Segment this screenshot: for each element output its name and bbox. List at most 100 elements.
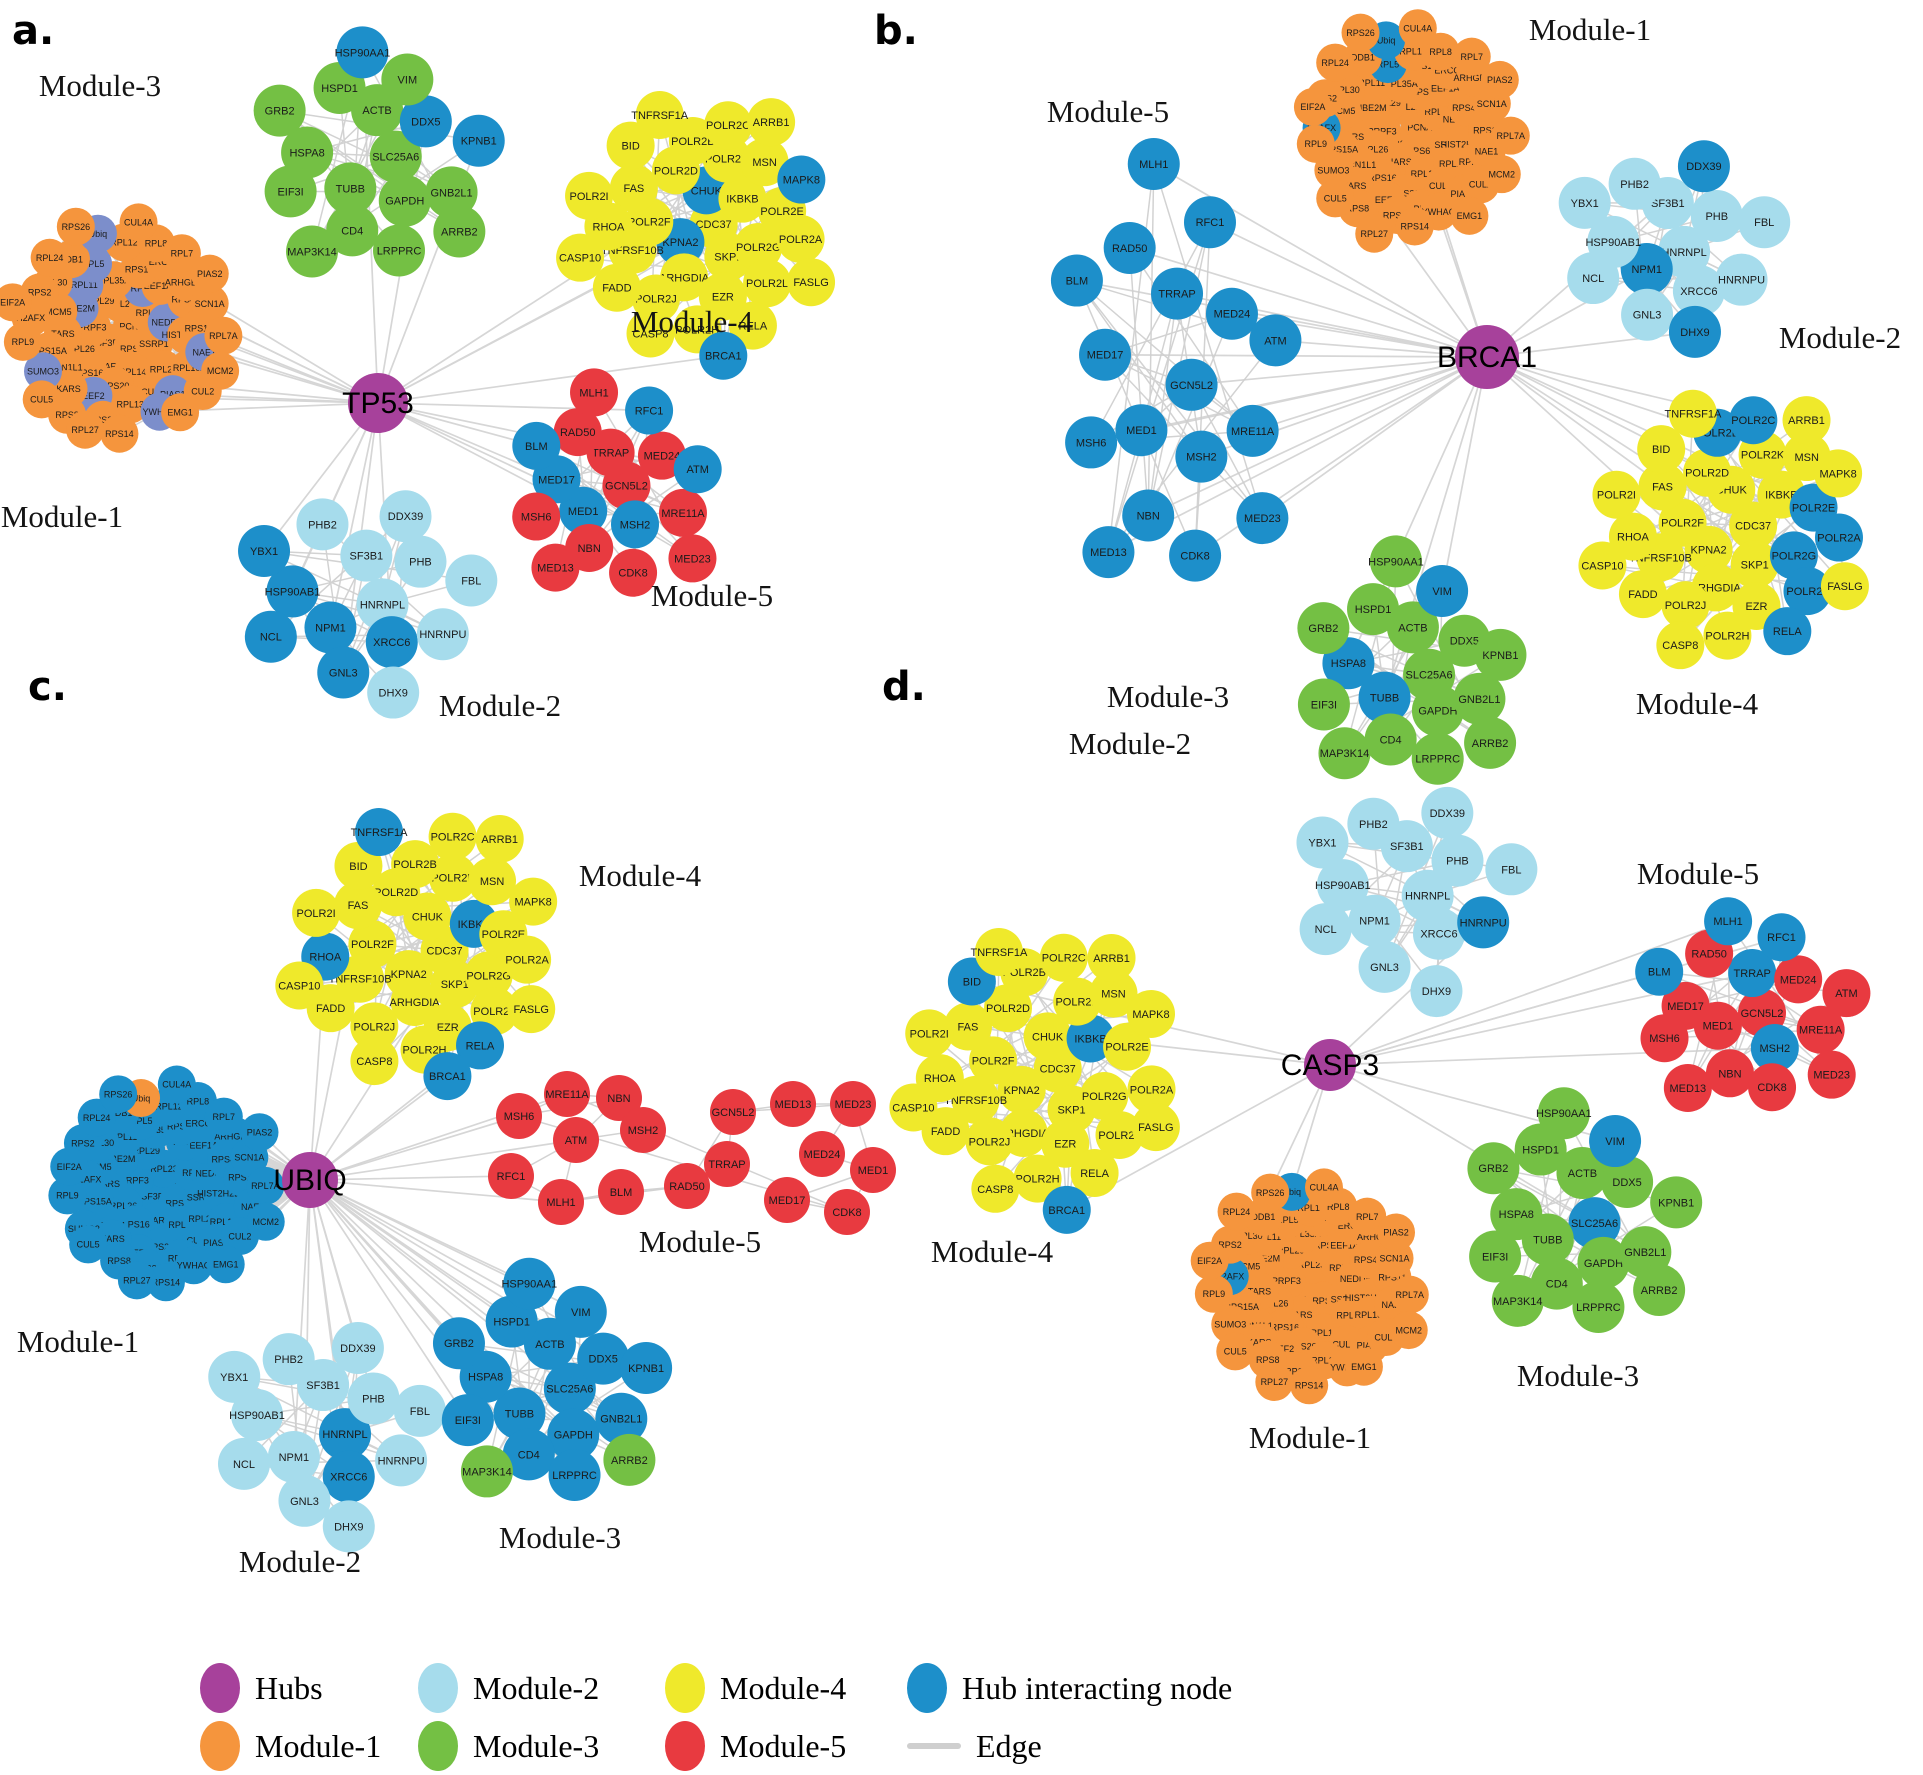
node-RPL24[interactable]: RPL24 <box>1316 43 1355 82</box>
node-EIF3I[interactable]: EIF3I <box>264 165 317 218</box>
node-POLR2A[interactable]: POLR2A <box>1814 513 1863 562</box>
node-MED13[interactable]: MED13 <box>1082 526 1135 579</box>
node-POLR2C[interactable]: POLR2C <box>1039 933 1088 982</box>
node-HNRNPU[interactable]: HNRNPU <box>375 1434 428 1487</box>
node-NCL[interactable]: NCL <box>244 610 297 663</box>
node-FASLG[interactable]: FASLG <box>787 258 836 307</box>
node-LRPPRC[interactable]: LRPPRC <box>1572 1281 1625 1334</box>
node-MED24[interactable]: MED24 <box>1774 955 1823 1004</box>
node-PHB[interactable]: PHB <box>1431 834 1484 887</box>
node-NPM1[interactable]: NPM1 <box>267 1430 320 1483</box>
node-RPL7A[interactable]: RPL7A <box>204 316 243 355</box>
node-KPNB1[interactable]: KPNB1 <box>1650 1176 1703 1229</box>
node-ATM[interactable]: ATM <box>673 445 722 494</box>
node-PHB2[interactable]: PHB2 <box>262 1333 315 1386</box>
node-PHB[interactable]: PHB <box>1690 190 1743 243</box>
node-NBN[interactable]: NBN <box>1122 489 1175 542</box>
node-FBL[interactable]: FBL <box>445 554 498 607</box>
node-MLH1[interactable]: MLH1 <box>1704 897 1753 946</box>
node-BRCA1[interactable]: BRCA1 <box>1042 1185 1091 1234</box>
node-HNRNPU[interactable]: HNRNPU <box>416 608 469 661</box>
node-HSPD1[interactable]: HSPD1 <box>1347 583 1400 636</box>
node-FBL[interactable]: FBL <box>1485 843 1538 896</box>
node-HNRNPU[interactable]: HNRNPU <box>1457 896 1510 949</box>
node-MED1[interactable]: MED1 <box>850 1147 896 1193</box>
node-BLM[interactable]: BLM <box>1050 254 1103 307</box>
node-CUL4A[interactable]: CUL4A <box>157 1065 196 1104</box>
node-NBN[interactable]: NBN <box>1705 1049 1754 1098</box>
node-PIAS2[interactable]: PIAS2 <box>1480 60 1519 99</box>
node-MSH6[interactable]: MSH6 <box>1640 1014 1689 1063</box>
node-RAD50[interactable]: RAD50 <box>664 1163 710 1209</box>
node-HSP90AA1[interactable]: HSP90AA1 <box>1368 535 1424 588</box>
node-POLR2L[interactable]: POLR2L <box>743 259 792 308</box>
node-MSH2[interactable]: MSH2 <box>611 500 660 549</box>
node-TRRAP[interactable]: TRRAP <box>704 1141 750 1187</box>
node-RPL7[interactable]: RPL7 <box>204 1097 243 1136</box>
node-MED13[interactable]: MED13 <box>1663 1063 1712 1112</box>
node-DHX9[interactable]: DHX9 <box>367 666 420 719</box>
node-CUL4A[interactable]: CUL4A <box>119 203 158 242</box>
node-RPL27[interactable]: RPL27 <box>117 1261 156 1300</box>
node-RPL27[interactable]: RPL27 <box>66 410 105 449</box>
node-SF3B1[interactable]: SF3B1 <box>340 529 393 582</box>
node-ARRB2[interactable]: ARRB2 <box>433 205 486 258</box>
node-VIM[interactable]: VIM <box>554 1285 607 1338</box>
node-POLR2A[interactable]: POLR2A <box>503 935 552 984</box>
node-RPL24[interactable]: RPL24 <box>30 238 69 277</box>
node-CUL5[interactable]: CUL5 <box>22 380 61 419</box>
node-GCN5L2[interactable]: GCN5L2 <box>1165 358 1218 411</box>
node-EIF2A[interactable]: EIF2A <box>1190 1241 1229 1280</box>
node-XRCC6[interactable]: XRCC6 <box>322 1450 375 1503</box>
node-RPL24[interactable]: RPL24 <box>1217 1192 1256 1231</box>
node-VIM[interactable]: VIM <box>1416 565 1469 618</box>
node-ARRB2[interactable]: ARRB2 <box>603 1433 656 1486</box>
node-PIAS2[interactable]: PIAS2 <box>240 1113 279 1152</box>
node-YBX1[interactable]: YBX1 <box>1558 176 1611 229</box>
node-RPS14[interactable]: RPS14 <box>1290 1366 1329 1405</box>
node-CDK8[interactable]: CDK8 <box>824 1189 870 1235</box>
node-CASP10[interactable]: CASP10 <box>275 961 324 1010</box>
node-ARRB2[interactable]: ARRB2 <box>1633 1264 1686 1317</box>
node-DDX5[interactable]: DDX5 <box>577 1332 630 1385</box>
node-VIM[interactable]: VIM <box>381 53 434 106</box>
hub-UBIQ[interactable]: UBIQ <box>273 1152 347 1208</box>
node-RPL9[interactable]: RPL9 <box>1296 124 1335 163</box>
node-MSH2[interactable]: MSH2 <box>620 1107 666 1153</box>
node-ARRB2[interactable]: ARRB2 <box>1464 716 1517 769</box>
node-FBL[interactable]: FBL <box>1738 196 1791 249</box>
node-RPL9[interactable]: RPL9 <box>1194 1274 1233 1313</box>
node-GRB2[interactable]: GRB2 <box>432 1317 485 1370</box>
node-FASLG[interactable]: FASLG <box>507 985 556 1034</box>
node-PHB2[interactable]: PHB2 <box>1608 157 1661 210</box>
node-MCM2[interactable]: MCM2 <box>1389 1311 1428 1350</box>
node-CASP10[interactable]: CASP10 <box>556 233 605 282</box>
node-FBL[interactable]: FBL <box>393 1384 446 1437</box>
node-GRB2[interactable]: GRB2 <box>253 84 306 137</box>
node-MAP3K14[interactable]: MAP3K14 <box>460 1445 513 1498</box>
node-BLM[interactable]: BLM <box>598 1169 644 1215</box>
node-MED24[interactable]: MED24 <box>799 1131 845 1177</box>
node-NCL[interactable]: NCL <box>1299 903 1352 956</box>
node-EIF3I[interactable]: EIF3I <box>1469 1230 1522 1283</box>
node-GAPDH[interactable]: GAPDH <box>378 174 431 227</box>
node-RPS26[interactable]: RPS26 <box>99 1075 138 1114</box>
node-BLM[interactable]: BLM <box>512 421 561 470</box>
node-KPNB1[interactable]: KPNB1 <box>452 114 505 167</box>
node-MED23[interactable]: MED23 <box>668 534 717 583</box>
node-EIF3I[interactable]: EIF3I <box>1297 678 1350 731</box>
node-RPS26[interactable]: RPS26 <box>1341 13 1380 52</box>
node-GNL3[interactable]: GNL3 <box>1358 940 1411 993</box>
node-EMG1[interactable]: EMG1 <box>206 1245 245 1284</box>
node-MCM2[interactable]: MCM2 <box>201 351 240 390</box>
node-PIAS2[interactable]: PIAS2 <box>1377 1213 1416 1252</box>
node-PHB[interactable]: PHB <box>347 1372 400 1425</box>
node-MED13[interactable]: MED13 <box>770 1081 816 1127</box>
node-DDX39[interactable]: DDX39 <box>331 1321 384 1374</box>
node-MSH6[interactable]: MSH6 <box>1065 416 1118 469</box>
node-TRRAP[interactable]: TRRAP <box>1151 267 1204 320</box>
node-LRPPRC[interactable]: LRPPRC <box>548 1449 601 1502</box>
node-POLR2H[interactable]: POLR2H <box>1703 611 1752 660</box>
node-RPL27[interactable]: RPL27 <box>1355 214 1394 253</box>
node-MED23[interactable]: MED23 <box>1236 492 1289 545</box>
